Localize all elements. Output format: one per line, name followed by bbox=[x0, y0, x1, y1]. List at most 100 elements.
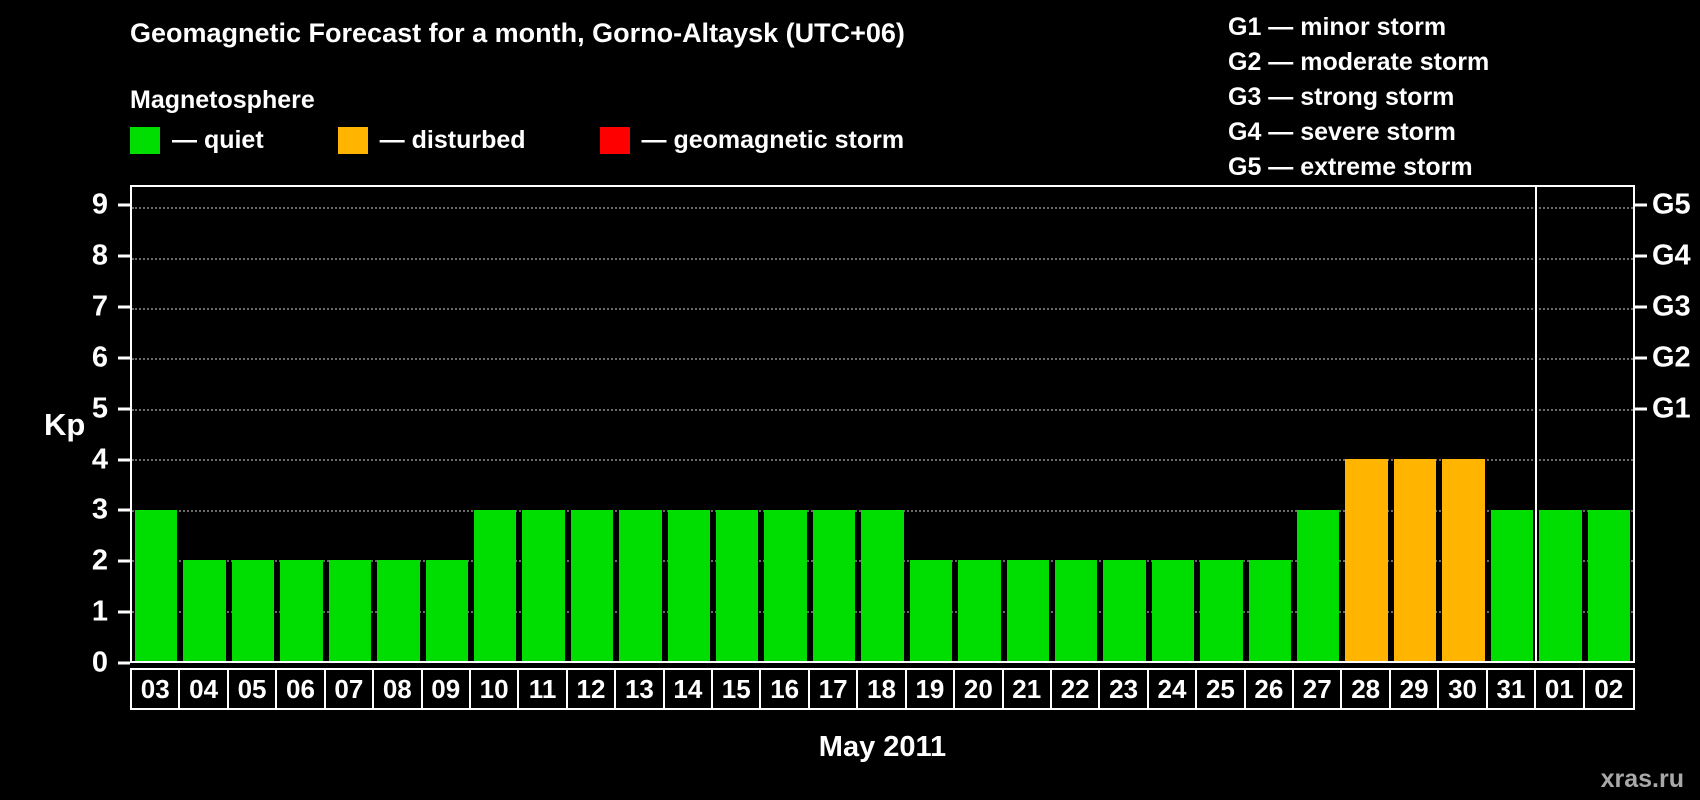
right-axis-label-G2: G2 bbox=[1652, 341, 1691, 374]
gridline-kp-9 bbox=[132, 207, 1633, 210]
bar-day-02 bbox=[1587, 509, 1630, 661]
x-tick-label-14: 14 bbox=[665, 670, 714, 708]
bar-day-14 bbox=[667, 509, 711, 661]
bar-day-03 bbox=[135, 509, 178, 661]
x-tick-label-31: 31 bbox=[1488, 670, 1537, 708]
bar-day-22 bbox=[1054, 560, 1098, 661]
y-axis: 0 1 2 3 4 5 6 7 8 9 bbox=[0, 185, 130, 679]
bar-day-10 bbox=[473, 509, 517, 661]
g-legend-line-g4: G4 — severe storm bbox=[1228, 118, 1456, 146]
x-tick-label-18: 18 bbox=[858, 670, 907, 708]
y-tick-label-6: 6 bbox=[91, 341, 108, 374]
x-tick-label-01: 01 bbox=[1536, 670, 1585, 708]
x-tick-label-05: 05 bbox=[229, 670, 278, 708]
bar-day-24 bbox=[1151, 560, 1195, 661]
bar-day-06 bbox=[280, 560, 323, 661]
watermark: xras.ru bbox=[1600, 765, 1684, 793]
right-axis-tick-G2 bbox=[1635, 356, 1647, 360]
x-tick-label-27: 27 bbox=[1294, 670, 1343, 708]
plot-area bbox=[130, 185, 1635, 663]
y-tick-label-5: 5 bbox=[91, 392, 108, 425]
y-tick-label-0: 0 bbox=[91, 646, 108, 679]
x-tick-label-25: 25 bbox=[1197, 670, 1246, 708]
storm-color-swatch bbox=[599, 127, 630, 154]
bar-day-30 bbox=[1442, 459, 1485, 661]
right-axis-label-G3: G3 bbox=[1652, 290, 1691, 323]
x-tick-label-11: 11 bbox=[519, 670, 568, 708]
bar-day-13 bbox=[619, 509, 662, 661]
bar-day-12 bbox=[570, 509, 614, 661]
bar-day-29 bbox=[1393, 459, 1437, 661]
x-tick-label-07: 07 bbox=[326, 670, 375, 708]
y-tick-mark-7 bbox=[118, 305, 130, 309]
x-tick-label-29: 29 bbox=[1391, 670, 1440, 708]
y-tick-mark-4 bbox=[118, 458, 130, 462]
y-tick-mark-5 bbox=[118, 407, 130, 411]
y-tick-label-4: 4 bbox=[91, 443, 108, 476]
g-legend-line-g5: G5 — extreme storm bbox=[1228, 153, 1473, 181]
right-axis-label-G1: G1 bbox=[1652, 392, 1691, 425]
y-tick-label-3: 3 bbox=[91, 493, 108, 526]
y-tick-label-8: 8 bbox=[91, 239, 108, 272]
magnetosphere-legend: — quiet — disturbed — geomagnetic storm bbox=[130, 126, 904, 155]
gridline-kp-4 bbox=[132, 459, 1633, 462]
bar-day-31 bbox=[1490, 509, 1534, 661]
legend-item-disturbed: — disturbed bbox=[337, 126, 526, 155]
y-tick-mark-6 bbox=[118, 356, 130, 360]
bar-day-28 bbox=[1345, 459, 1388, 661]
x-axis-day-row: 03 04 05 06 07 08 09 10 11 12 13 14 15 16 17 18 19 20 21 22… bbox=[130, 668, 1635, 710]
bar-day-09 bbox=[425, 560, 468, 661]
bar-day-18 bbox=[861, 509, 904, 661]
x-tick-label-28: 28 bbox=[1342, 670, 1391, 708]
x-tick-label-30: 30 bbox=[1439, 670, 1488, 708]
x-axis-title: May 2011 bbox=[818, 731, 947, 763]
x-tick-label-06: 06 bbox=[277, 670, 326, 708]
y-tick-mark-0 bbox=[118, 661, 130, 665]
bar-day-21 bbox=[1006, 560, 1049, 661]
y-tick-label-2: 2 bbox=[91, 544, 108, 577]
legend-label-quiet: — quiet bbox=[172, 126, 264, 154]
gridline-kp-8 bbox=[132, 257, 1633, 260]
bar-day-27 bbox=[1297, 509, 1340, 661]
x-tick-label-15: 15 bbox=[713, 670, 762, 708]
x-tick-label-09: 09 bbox=[423, 670, 471, 708]
x-tick-label-22: 22 bbox=[1052, 670, 1101, 708]
gridline-kp-6 bbox=[132, 358, 1633, 361]
magnetosphere-label: Magnetosphere bbox=[130, 86, 315, 114]
quiet-color-swatch bbox=[130, 127, 160, 154]
bar-day-04 bbox=[183, 560, 226, 661]
bar-day-26 bbox=[1248, 560, 1292, 661]
x-tick-label-26: 26 bbox=[1246, 670, 1295, 708]
bar-day-07 bbox=[328, 560, 372, 661]
legend-item-storm: — geomagnetic storm bbox=[599, 126, 905, 155]
y-tick-label-9: 9 bbox=[91, 188, 108, 221]
legend-item-quiet: — quiet bbox=[130, 126, 264, 155]
g-scale-legend: G1 — minor storm G2 — moderate storm G3 … bbox=[1228, 10, 1489, 185]
y-tick-mark-3 bbox=[118, 508, 130, 512]
chart-title: Geomagnetic Forecast for a month, Gorno-… bbox=[130, 18, 905, 48]
x-tick-label-08: 08 bbox=[374, 670, 423, 708]
legend-label-storm: — geomagnetic storm bbox=[641, 126, 905, 154]
x-tick-label-24: 24 bbox=[1149, 670, 1198, 708]
x-tick-label-17: 17 bbox=[810, 670, 859, 708]
bar-day-23 bbox=[1103, 560, 1146, 661]
y-tick-label-1: 1 bbox=[91, 595, 108, 628]
x-tick-label-20: 20 bbox=[955, 670, 1004, 708]
y-tick-mark-8 bbox=[118, 254, 130, 258]
bar-day-17 bbox=[812, 509, 856, 661]
y-tick-mark-9 bbox=[118, 203, 130, 207]
bar-day-16 bbox=[764, 509, 807, 661]
month-separator-line bbox=[1535, 187, 1538, 661]
x-tick-label-21: 21 bbox=[1004, 670, 1052, 708]
bar-day-11 bbox=[522, 509, 565, 661]
g-legend-line-g1: G1 — minor storm bbox=[1228, 13, 1447, 41]
x-tick-label-03: 03 bbox=[132, 670, 181, 708]
bar-day-01 bbox=[1539, 509, 1582, 661]
right-axis-tick-G1 bbox=[1635, 407, 1647, 411]
legend-label-disturbed: — disturbed bbox=[379, 126, 526, 154]
y-axis-title: Kp bbox=[44, 407, 86, 442]
bar-day-05 bbox=[231, 560, 275, 661]
bar-day-08 bbox=[377, 560, 420, 661]
y-tick-label-7: 7 bbox=[91, 290, 108, 323]
right-axis-tick-G5 bbox=[1635, 203, 1647, 207]
